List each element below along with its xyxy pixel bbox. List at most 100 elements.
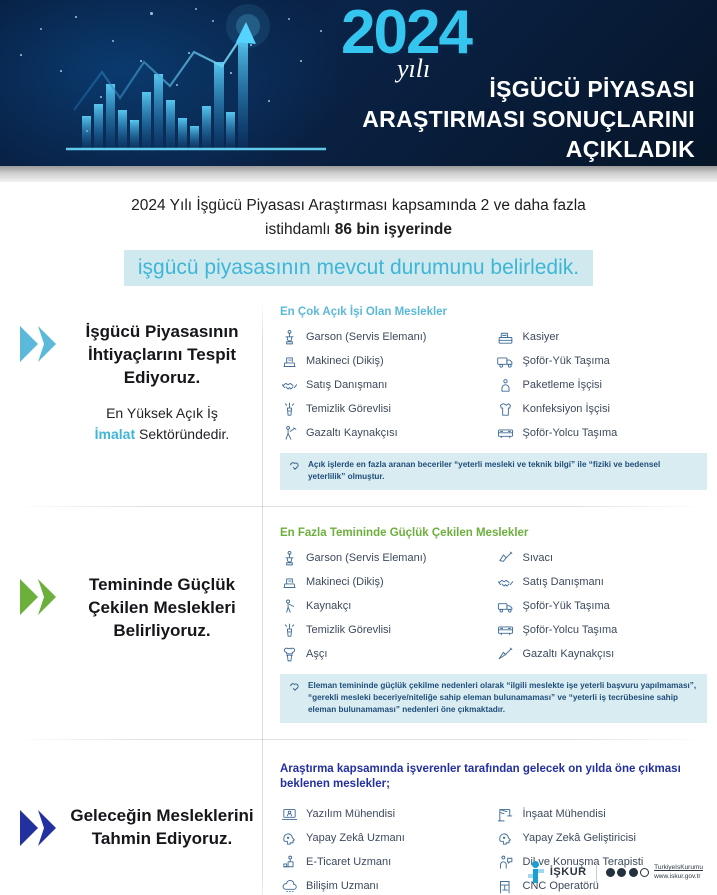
header-title-line-3: AÇIKLADIK [565, 136, 695, 162]
double-chevron-icon [18, 320, 64, 369]
job-label: Şoför-Yolcu Taşıma [522, 624, 618, 636]
sections-container: İşgücü Piyasasının İhtiyaçlarını Tespit … [0, 300, 717, 895]
section-needs-sub-rest: Sektöründedir. [135, 426, 230, 442]
job-label: Satış Danışmanı [306, 379, 388, 391]
job-item: Temizlik Görevlisi [280, 397, 491, 421]
year-suffix: yılı [397, 54, 431, 83]
section-future-jobs-heading: Geleceğin Mesleklerini Tahmin Ediyoruz. [70, 806, 254, 848]
job-item: Şoför-Yolcu Taşıma [497, 618, 708, 642]
intro-line-2: istihdamlı 86 bin işyerinde [60, 218, 657, 242]
job-item: Konfeksiyon İşçisi [497, 397, 708, 421]
cnc-icon [497, 877, 515, 895]
job-item: CNC Operatörü [497, 874, 708, 895]
job-item: Kaynakçı [280, 594, 491, 618]
handshake-icon [280, 376, 298, 394]
section-needs-subtext-line2: İmalat Sektöründedir. [70, 424, 254, 445]
section-hard-to-fill-left-text: Temininde Güçlük Çekilen Meslekleri Beli… [64, 573, 262, 642]
job-item: Garson (Servis Elemanı) [280, 325, 491, 349]
job-label: Sıvacı [522, 552, 554, 564]
footer: İŞKUR TurkiyeIsKurumu www.iskur.gov.tr [0, 849, 717, 895]
year-number: 2024 [341, 0, 473, 67]
job-label: Şoför-Yük Taşıma [522, 600, 610, 612]
job-label: Temizlik Görevlisi [306, 624, 391, 636]
section-future-jobs-left: Geleceğin Mesleklerini Tahmin Ediyoruz. [0, 762, 262, 853]
double-chevron-icon [18, 573, 64, 622]
job-item: Yapay Zekâ Uzmanı [280, 826, 491, 850]
section-needs-job-grid: Garson (Servis Elemanı) Kasiyer Makineci (… [280, 325, 707, 445]
bus-icon [497, 621, 515, 639]
laptop-person-icon [280, 805, 298, 823]
job-label: Bilişim Uzmanı [306, 880, 379, 892]
iskur-logo: İŞKUR [527, 861, 587, 883]
cleaning-icon [280, 400, 298, 418]
bus-icon [497, 424, 515, 442]
crane-icon [497, 805, 515, 823]
waiter-icon [280, 328, 298, 346]
job-label: Yapay Zekâ Geliştiricisi [522, 832, 637, 844]
website-url[interactable]: www.iskur.gov.tr [654, 873, 701, 880]
job-item: İnşaat Mühendisi [497, 802, 708, 826]
section-needs: İşgücü Piyasasının İhtiyaçlarını Tespit … [0, 300, 717, 506]
job-label: Temizlik Görevlisi [306, 403, 391, 415]
job-item: Satış Danışmanı [497, 570, 708, 594]
job-item: Sıvacı [497, 546, 708, 570]
header-gradient-strip [0, 166, 717, 182]
facebook-icon[interactable] [605, 867, 615, 877]
intro-highlight: işgücü piyasasının mevcut durumunu belir… [123, 250, 594, 286]
truck2-icon [497, 597, 515, 615]
job-item: Makineci (Dikiş) [280, 570, 491, 594]
job-label: Garson (Servis Elemanı) [306, 331, 427, 343]
job-label: Gazaltı Kaynakçısı [522, 648, 615, 660]
social-handle[interactable]: TurkiyeIsKurumu [654, 864, 703, 871]
welder-icon [280, 424, 298, 442]
waiter-icon [280, 549, 298, 567]
job-item: Yazılım Mühendisi [280, 802, 491, 826]
job-label: Makineci (Dikiş) [306, 355, 384, 367]
section-hard-to-fill: Temininde Güçlük Çekilen Meslekleri Beli… [0, 507, 717, 739]
section-divider [12, 739, 705, 740]
iskur-brand-name: İŞKUR [549, 866, 587, 878]
double-chevron-icon [18, 804, 64, 853]
torch-icon [497, 645, 515, 663]
section-needs-left: İşgücü Piyasasının İhtiyaçlarını Tespit … [0, 306, 262, 445]
job-item: Şoför-Yük Taşıma [497, 349, 708, 373]
job-label: Kasiyer [522, 331, 560, 343]
section-hard-to-fill-job-grid: Garson (Servis Elemanı) Sıvacı Makineci (D… [280, 546, 707, 666]
header-title: İŞGÜCÜ PİYASASI ARAŞTIRMASI SONUÇLARINI … [275, 74, 695, 164]
handshake-icon [497, 573, 515, 591]
note-text: Açık işlerde en fazla aranan beceriler “… [308, 460, 661, 481]
job-item: Yapay Zekâ Geliştiricisi [497, 826, 708, 850]
section-hard-to-fill-list-title: En Fazla Temininde Güçlük Çekilen Meslek… [280, 527, 529, 539]
job-item: Şoför-Yük Taşıma [497, 594, 708, 618]
job-item: Gazaltı Kaynakçısı [497, 642, 708, 666]
job-label: CNC Operatörü [522, 880, 599, 892]
sewing-machine-icon [280, 573, 298, 591]
ai-head-icon [280, 829, 298, 847]
section-hard-to-fill-right: En Fazla Temininde Güçlük Çekilen Meslek… [262, 527, 717, 723]
job-label: Şoför-Yük Taşıma [522, 355, 610, 367]
twitter-icon[interactable] [628, 867, 638, 877]
section-future-jobs-list-title: Araştırma kapsamında işverenler tarafınd… [280, 763, 681, 790]
note-text: Eleman temininde güçlük çekilme nedenler… [308, 681, 697, 714]
section-needs-right: En Çok Açık İşi Olan Meslekler Garson (Se… [262, 306, 717, 490]
instagram-icon[interactable] [617, 867, 627, 877]
truck-icon [497, 352, 515, 370]
note-icon [288, 680, 302, 716]
section-future-jobs: Geleceğin Mesleklerini Tahmin Ediyoruz. A… [0, 740, 717, 895]
job-label: Paketleme İşçisi [522, 379, 602, 391]
section-divider [12, 506, 705, 507]
social-icons [605, 867, 650, 877]
trowel-icon [497, 549, 515, 567]
section-needs-left-text: İşgücü Piyasasının İhtiyaçlarını Tespit … [64, 320, 262, 445]
footer-links: TurkiyeIsKurumu www.iskur.gov.tr [654, 863, 703, 881]
youtube-icon[interactable] [640, 867, 650, 877]
iskur-mark-icon [527, 861, 544, 883]
job-item: Şoför-Yolcu Taşıma [497, 421, 708, 445]
job-item: Aşçı [280, 642, 491, 666]
job-label: Yapay Zekâ Uzmanı [306, 832, 405, 844]
section-needs-list-title: En Çok Açık İşi Olan Meslekler [280, 306, 448, 318]
intro-block: 2024 Yılı İşgücü Piyasası Araştırması ka… [0, 182, 717, 286]
job-item: Makineci (Dikiş) [280, 349, 491, 373]
sewing-machine-icon [280, 352, 298, 370]
